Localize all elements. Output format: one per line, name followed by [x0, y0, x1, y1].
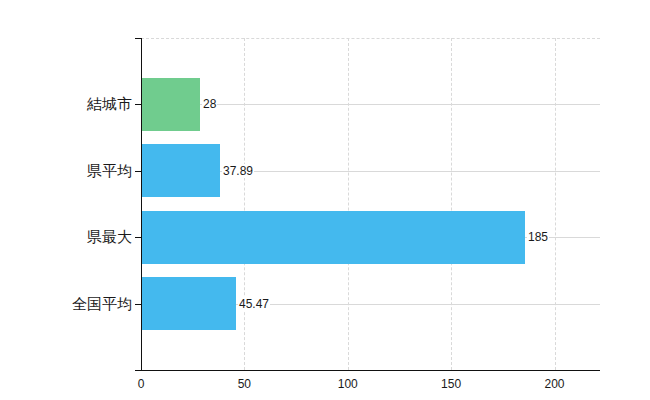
x-tick-label: 200 — [544, 377, 564, 391]
category-label: 県平均 — [40, 162, 132, 180]
bar-chart: 28 37.89 185 45.47 結城市県平均県最大全国平均 0 50 100 150 200 — [40, 16, 650, 400]
x-tick-label: 150 — [441, 377, 461, 391]
bar-value-label: 45.47 — [238, 297, 270, 311]
bar-value-label: 37.89 — [222, 164, 254, 178]
bar-value-label: 28 — [202, 97, 217, 111]
category-label: 結城市 — [40, 95, 132, 113]
x-tick-label: 50 — [238, 377, 251, 391]
x-tick-label: 100 — [338, 377, 358, 391]
category-label: 県最大 — [40, 228, 132, 246]
x-tick-label: 0 — [138, 377, 145, 391]
category-label: 全国平均 — [40, 295, 132, 313]
bar-value-label: 185 — [527, 230, 549, 244]
label-layer: 28 37.89 185 45.47 結城市県平均県最大全国平均 0 50 100 150 200 — [40, 16, 650, 400]
